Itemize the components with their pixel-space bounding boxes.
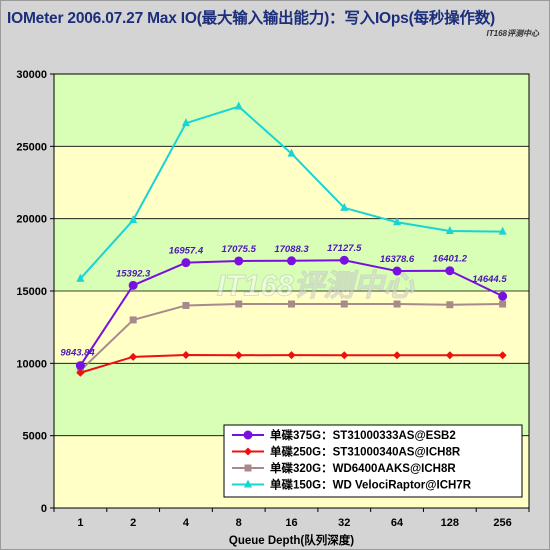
- data-point-circle: [128, 280, 138, 290]
- data-point-diamond: [393, 351, 402, 360]
- legend-label: 单碟150G：WD VelociRaptor@ICH7R: [270, 478, 472, 492]
- data-point-diamond: [234, 351, 243, 360]
- data-point-diamond: [181, 350, 190, 359]
- data-point-circle: [287, 256, 296, 266]
- data-point-square: [393, 300, 401, 308]
- data-label: 17088.3: [274, 244, 309, 255]
- data-point-square: [182, 301, 190, 309]
- data-label: 14644.5: [472, 274, 507, 285]
- data-point-square: [340, 300, 348, 308]
- data-point-triangle: [244, 479, 252, 488]
- data-point-triangle: [393, 217, 402, 226]
- watermark-logo-small: IT168评测中心: [486, 29, 539, 38]
- x-tick-label: 128: [441, 517, 459, 529]
- data-point-square: [499, 300, 507, 308]
- legend-label: 单碟320G：WD6400AAKS@ICH8R: [270, 461, 456, 475]
- data-point-diamond: [340, 351, 349, 360]
- legend-label: 单碟375G：ST31000333AS@ESB2: [270, 428, 456, 442]
- x-tick-label: 32: [338, 517, 350, 529]
- y-tick-label: 15000: [16, 286, 47, 298]
- plot-band: [54, 74, 529, 147]
- data-point-circle: [392, 266, 402, 276]
- data-point-diamond: [498, 351, 507, 360]
- data-point-diamond: [129, 352, 138, 361]
- y-axis: 0 5000 10000 15000 20000 25000 30000: [16, 69, 54, 515]
- legend-item: 单碟150G：WD VelociRaptor@ICH7R: [232, 478, 472, 492]
- data-point-diamond: [244, 447, 252, 456]
- x-tick-label: 4: [183, 517, 190, 529]
- data-label: 17075.5: [222, 244, 257, 255]
- data-point-triangle: [234, 101, 243, 110]
- data-point-triangle: [76, 273, 85, 282]
- data-point-circle: [243, 430, 253, 440]
- data-point-circle: [445, 266, 455, 276]
- data-label: 16957.4: [169, 246, 204, 257]
- series-group: [76, 300, 507, 375]
- series-group: [75, 255, 508, 371]
- y-tick-label: 10000: [16, 358, 47, 370]
- chart-title: IOMeter 2006.07.27 Max IO(最大输入输出能力)：写入IO…: [7, 10, 496, 27]
- series-layer: [75, 101, 508, 377]
- data-point-square: [446, 301, 454, 309]
- x-axis-title: Queue Depth(队列深度): [229, 533, 354, 547]
- data-label: 15392.3: [116, 268, 151, 279]
- data-label: 9843.84: [60, 348, 95, 359]
- y-tick-label: 30000: [16, 69, 47, 81]
- x-tick-label: 16: [285, 517, 297, 529]
- data-point-square: [288, 300, 295, 308]
- x-tick-label: 256: [493, 517, 511, 529]
- data-label: 16378.6: [380, 254, 415, 265]
- y-tick-label: 0: [41, 503, 47, 515]
- data-point-square: [129, 316, 137, 324]
- data-point-square: [235, 300, 243, 308]
- data-point-triangle: [129, 215, 138, 224]
- data-point-triangle: [181, 118, 190, 127]
- watermark-logo: IT168评测中心: [217, 269, 415, 302]
- legend: 单碟375G：ST31000333AS@ESB2 单碟250G：ST3100034…: [223, 424, 523, 498]
- plot-band: [54, 363, 529, 436]
- data-label: 17127.5: [327, 243, 362, 254]
- plot-band: [54, 146, 529, 219]
- data-point-diamond: [445, 351, 454, 360]
- data-point-circle: [339, 255, 349, 265]
- data-point-triangle: [287, 148, 296, 157]
- data-point-circle: [234, 256, 244, 266]
- data-point-square: [244, 464, 252, 472]
- x-tick-label: 2: [130, 517, 136, 529]
- series-group: [76, 101, 507, 282]
- x-tick-label: 64: [391, 517, 404, 529]
- x-tick-label: 8: [236, 517, 242, 529]
- y-tick-label: 20000: [16, 214, 47, 226]
- data-point-diamond: [76, 368, 85, 377]
- data-point-circle: [75, 361, 85, 371]
- data-labels: 9843.84 15392.3 16957.4 17075.5 17088.3 17127…: [60, 243, 507, 358]
- legend-box: [223, 424, 523, 498]
- legend-item: 单碟375G：ST31000333AS@ESB2: [232, 428, 456, 442]
- data-point-circle: [181, 258, 191, 268]
- data-label: 16401.2: [433, 254, 468, 265]
- legend-item: 单碟250G：ST31000340AS@ICH8R: [232, 445, 461, 459]
- y-tick-label: 5000: [23, 431, 47, 443]
- legend-label: 单碟250G：ST31000340AS@ICH8R: [270, 445, 461, 459]
- x-tick-label: 1: [77, 517, 83, 529]
- y-tick-label: 25000: [16, 141, 47, 153]
- data-point-triangle: [445, 225, 454, 234]
- series-group: [76, 350, 507, 377]
- data-point-circle: [498, 291, 508, 301]
- data-point-diamond: [287, 351, 296, 360]
- legend-item: 单碟320G：WD6400AAKS@ICH8R: [232, 461, 456, 475]
- data-point-triangle: [498, 226, 507, 235]
- x-axis: 1 2 4 8 16 32 64 128 256: [53, 508, 530, 529]
- data-point-triangle: [340, 202, 349, 211]
